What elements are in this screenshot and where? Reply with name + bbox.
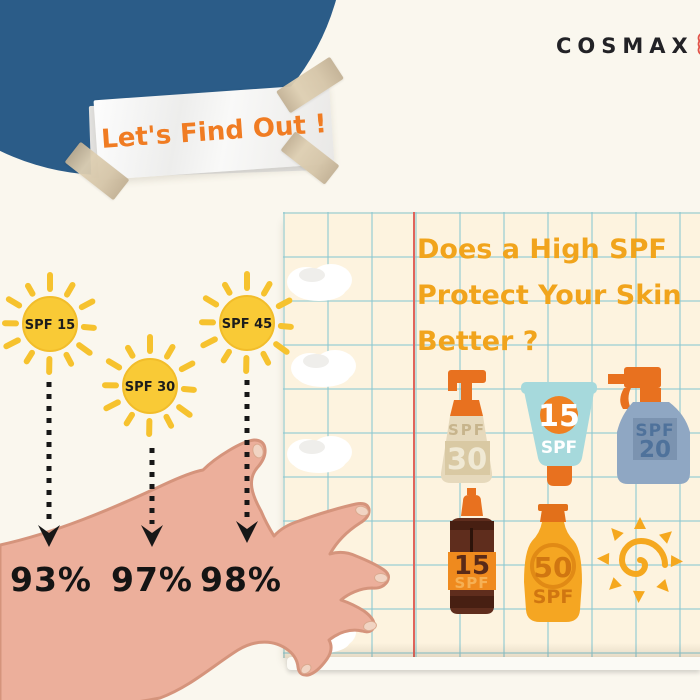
pump-bottle-spf30: SPF 30 (440, 370, 493, 483)
question-line-3: Better ? (417, 326, 539, 357)
cloud-icon (291, 350, 356, 387)
page-stack-edge (287, 657, 700, 670)
coil-spiral-icon (696, 31, 700, 61)
tube-spf15: 15 SPF (521, 382, 597, 486)
brand-logo-text: COSMAX (556, 34, 694, 58)
cloud-icon (287, 436, 352, 473)
protection-value-spf30: 97% (111, 560, 193, 599)
sun-label-spf45: SPF 45 (222, 317, 272, 332)
question-line-2: Protect Your Skin (417, 280, 682, 311)
pump-bottle-label-30: 30 (447, 442, 487, 476)
trigger-spray-spf20: SPF 20 (608, 367, 690, 484)
tube-badge-15: 15 (538, 399, 580, 434)
mist-spray-spf15: 15 SPF (448, 488, 496, 614)
notebook-margin-line (413, 212, 415, 658)
sun-spf30: SPF 30 (102, 334, 197, 437)
mist-spray-label-spf: SPF (454, 574, 489, 592)
pump-bottle-label-spf: SPF (448, 421, 486, 439)
arrow-heads (38, 521, 258, 547)
tube-label-spf: SPF (541, 438, 577, 458)
sun-spf45: SPF 45 (199, 271, 294, 374)
lotion-bottle-label-50: 50 (534, 551, 573, 584)
brand-logo: COSMAX (556, 33, 700, 61)
lotion-bottle-spf50: 50 SPF (524, 504, 582, 622)
protection-value-spf15: 93% (10, 560, 92, 599)
cloud-icon (291, 616, 356, 653)
sun-label-spf15: SPF 15 (25, 318, 75, 333)
trigger-spray-label-spf: SPF (635, 421, 674, 441)
sun-label-spf30: SPF 30 (125, 380, 175, 395)
question-line-1: Does a High SPF (417, 234, 667, 265)
question-title: Does a High SPF Protect Your Skin Better… (417, 227, 692, 365)
trigger-spray-label-20: 20 (639, 437, 671, 463)
spiral-sun-icon (597, 517, 683, 603)
mist-spray-label-15: 15 (454, 551, 490, 581)
cloud-icon (287, 264, 352, 301)
sun-spf15: SPF 15 (2, 272, 97, 375)
lotion-bottle-label-spf: SPF (533, 586, 574, 608)
protection-value-spf45: 98% (200, 560, 282, 599)
